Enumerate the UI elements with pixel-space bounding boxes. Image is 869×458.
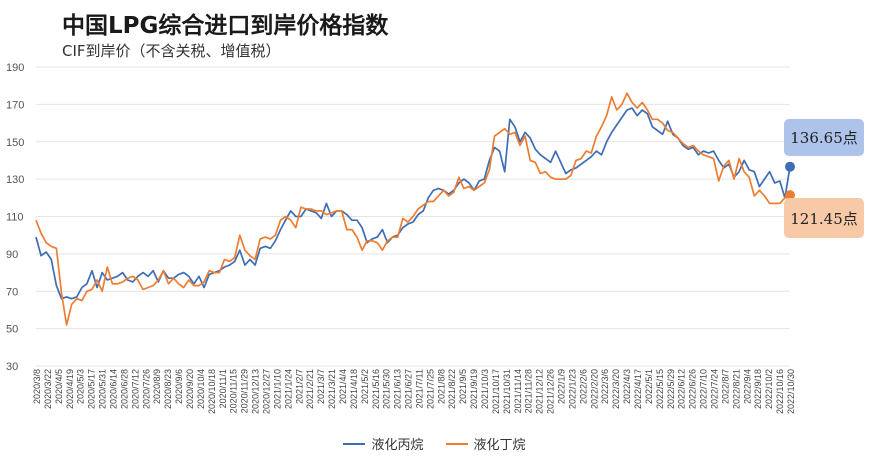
propane-value-callout: 136.65点 [784, 119, 864, 156]
x-tick-label: 2022/10/16 [775, 369, 785, 414]
y-axis-ticks: 30 50 70 90 110 130 150 170 190 [6, 62, 24, 373]
x-tick-label: 2022/1/23 [567, 369, 577, 409]
x-tick-label: 2021/10/3 [480, 369, 490, 409]
legend-item-butane: 液化丁烷 [445, 434, 526, 453]
x-tick-label: 2020/4/19 [65, 369, 75, 409]
x-tick-label: 2020/3/22 [43, 369, 53, 409]
gridlines [36, 66, 790, 367]
legend: 液化丙烷 液化丁烷 [0, 434, 869, 453]
x-tick-label: 2022/1/9 [557, 369, 567, 404]
legend-swatch-propane [343, 442, 366, 445]
x-tick-label: 2021/4/18 [349, 369, 359, 409]
series-lines [35, 92, 791, 326]
x-tick-label: 2022/3/20 [611, 369, 621, 409]
butane-value-callout: 121.45点 [784, 198, 864, 238]
x-tick-label: 2021/8/8 [436, 369, 446, 404]
x-tick-label: 2020/12/27 [261, 369, 271, 414]
x-tick-label: 2021/12/26 [546, 369, 556, 414]
end-points [785, 161, 795, 201]
x-tick-label: 2020/7/26 [141, 369, 151, 409]
x-tick-label: 2022/10/2 [764, 369, 774, 409]
y-tick-label: 170 [6, 99, 24, 111]
x-tick-label: 2021/5/2 [360, 369, 370, 404]
x-tick-label: 2020/5/31 [98, 369, 108, 409]
legend-label-propane: 液化丙烷 [371, 438, 424, 453]
x-tick-label: 2021/5/30 [382, 369, 392, 409]
x-tick-label: 2020/10/18 [207, 369, 217, 414]
x-tick-label: 2020/5/3 [76, 369, 86, 404]
end-point-propane [785, 161, 795, 172]
x-tick-label: 2021/9/19 [469, 369, 479, 409]
x-tick-label: 2020/11/1 [218, 369, 228, 408]
x-tick-label: 2020/3/8 [32, 369, 42, 404]
x-tick-label: 2021/11/28 [524, 369, 534, 413]
x-tick-label: 2022/6/26 [688, 369, 698, 409]
x-tick-label: 2022/7/24 [710, 369, 720, 409]
x-tick-label: 2022/10/30 [786, 369, 796, 414]
y-tick-label: 150 [6, 137, 24, 149]
x-tick-label: 2022/5/15 [655, 369, 665, 409]
x-tick-label: 2021/6/13 [393, 369, 403, 409]
y-tick-label: 130 [6, 174, 24, 186]
x-tick-label: 2022/2/6 [578, 369, 588, 404]
x-tick-label: 2021/8/22 [447, 369, 457, 409]
x-tick-label: 2021/1/24 [283, 369, 293, 409]
x-tick-label: 2021/2/7 [294, 369, 304, 404]
series-line-butane [35, 92, 791, 326]
y-tick-label: 70 [6, 286, 18, 298]
x-tick-label: 2020/11/29 [240, 369, 250, 413]
x-tick-label: 2021/3/21 [327, 369, 337, 409]
x-tick-label: 2022/8/7 [720, 369, 730, 404]
y-tick-label: 50 [6, 324, 18, 336]
chart-subtitle: CIF到岸价（不含关税、增值税） [62, 42, 281, 60]
y-tick-label: 30 [6, 361, 18, 373]
x-tick-label: 2020/11/15 [229, 369, 239, 413]
x-tick-label: 2022/2/20 [589, 369, 599, 409]
end-point-butane [785, 190, 795, 201]
x-tick-label: 2022/3/6 [600, 369, 610, 404]
x-axis-ticks: 2020/3/8 2020/3/22 2020/4/5 2020/4/19 2020/5… [32, 369, 796, 414]
x-tick-label: 2022/6/12 [677, 369, 687, 409]
x-tick-label: 2021/7/11 [414, 369, 424, 408]
x-tick-label: 2022/5/29 [666, 369, 676, 409]
y-tick-label: 90 [6, 249, 18, 261]
x-tick-label: 2021/5/16 [371, 369, 381, 409]
x-tick-label: 2020/4/5 [54, 369, 64, 404]
x-tick-label: 2020/9/20 [185, 369, 195, 409]
x-tick-label: 2020/12/13 [251, 369, 261, 414]
x-tick-label: 2020/6/28 [119, 369, 129, 409]
x-tick-label: 2020/9/6 [174, 369, 184, 404]
x-tick-label: 2020/6/14 [108, 369, 118, 409]
x-tick-label: 2022/7/10 [699, 369, 709, 409]
x-tick-label: 2022/5/1 [644, 369, 654, 404]
legend-label-butane: 液化丁烷 [473, 438, 526, 453]
x-tick-label: 2021/12/12 [535, 369, 545, 414]
x-tick-label: 2020/10/4 [196, 369, 206, 409]
x-tick-label: 2022/4/3 [622, 369, 632, 404]
x-tick-label: 2020/8/9 [152, 369, 162, 404]
y-tick-label: 190 [6, 62, 24, 74]
x-tick-label: 2022/8/21 [731, 369, 741, 409]
x-tick-label: 2022/9/4 [742, 369, 752, 404]
x-tick-label: 2021/7/25 [425, 369, 435, 409]
x-tick-label: 2020/8/23 [163, 369, 173, 409]
chart-title: 中国LPG综合进口到岸价格指数 [62, 13, 389, 39]
x-tick-label: 2021/11/14 [513, 369, 523, 413]
x-tick-label: 2021/4/4 [338, 369, 348, 404]
x-tick-label: 2021/10/31 [502, 369, 512, 414]
legend-swatch-butane [445, 442, 468, 445]
x-tick-label: 2022/4/17 [633, 369, 643, 409]
x-tick-label: 2021/2/21 [305, 369, 315, 409]
x-tick-label: 2022/9/18 [753, 369, 763, 409]
x-tick-label: 2021/9/5 [458, 369, 468, 404]
legend-item-propane: 液化丙烷 [343, 434, 424, 453]
x-tick-label: 2021/1/10 [272, 369, 282, 409]
x-tick-label: 2020/5/17 [87, 369, 97, 409]
x-tick-label: 2020/7/12 [130, 369, 140, 409]
x-tick-label: 2021/6/27 [404, 369, 414, 409]
x-tick-label: 2021/3/7 [316, 369, 326, 404]
y-tick-label: 110 [6, 212, 24, 224]
x-tick-label: 2021/10/17 [491, 369, 501, 414]
